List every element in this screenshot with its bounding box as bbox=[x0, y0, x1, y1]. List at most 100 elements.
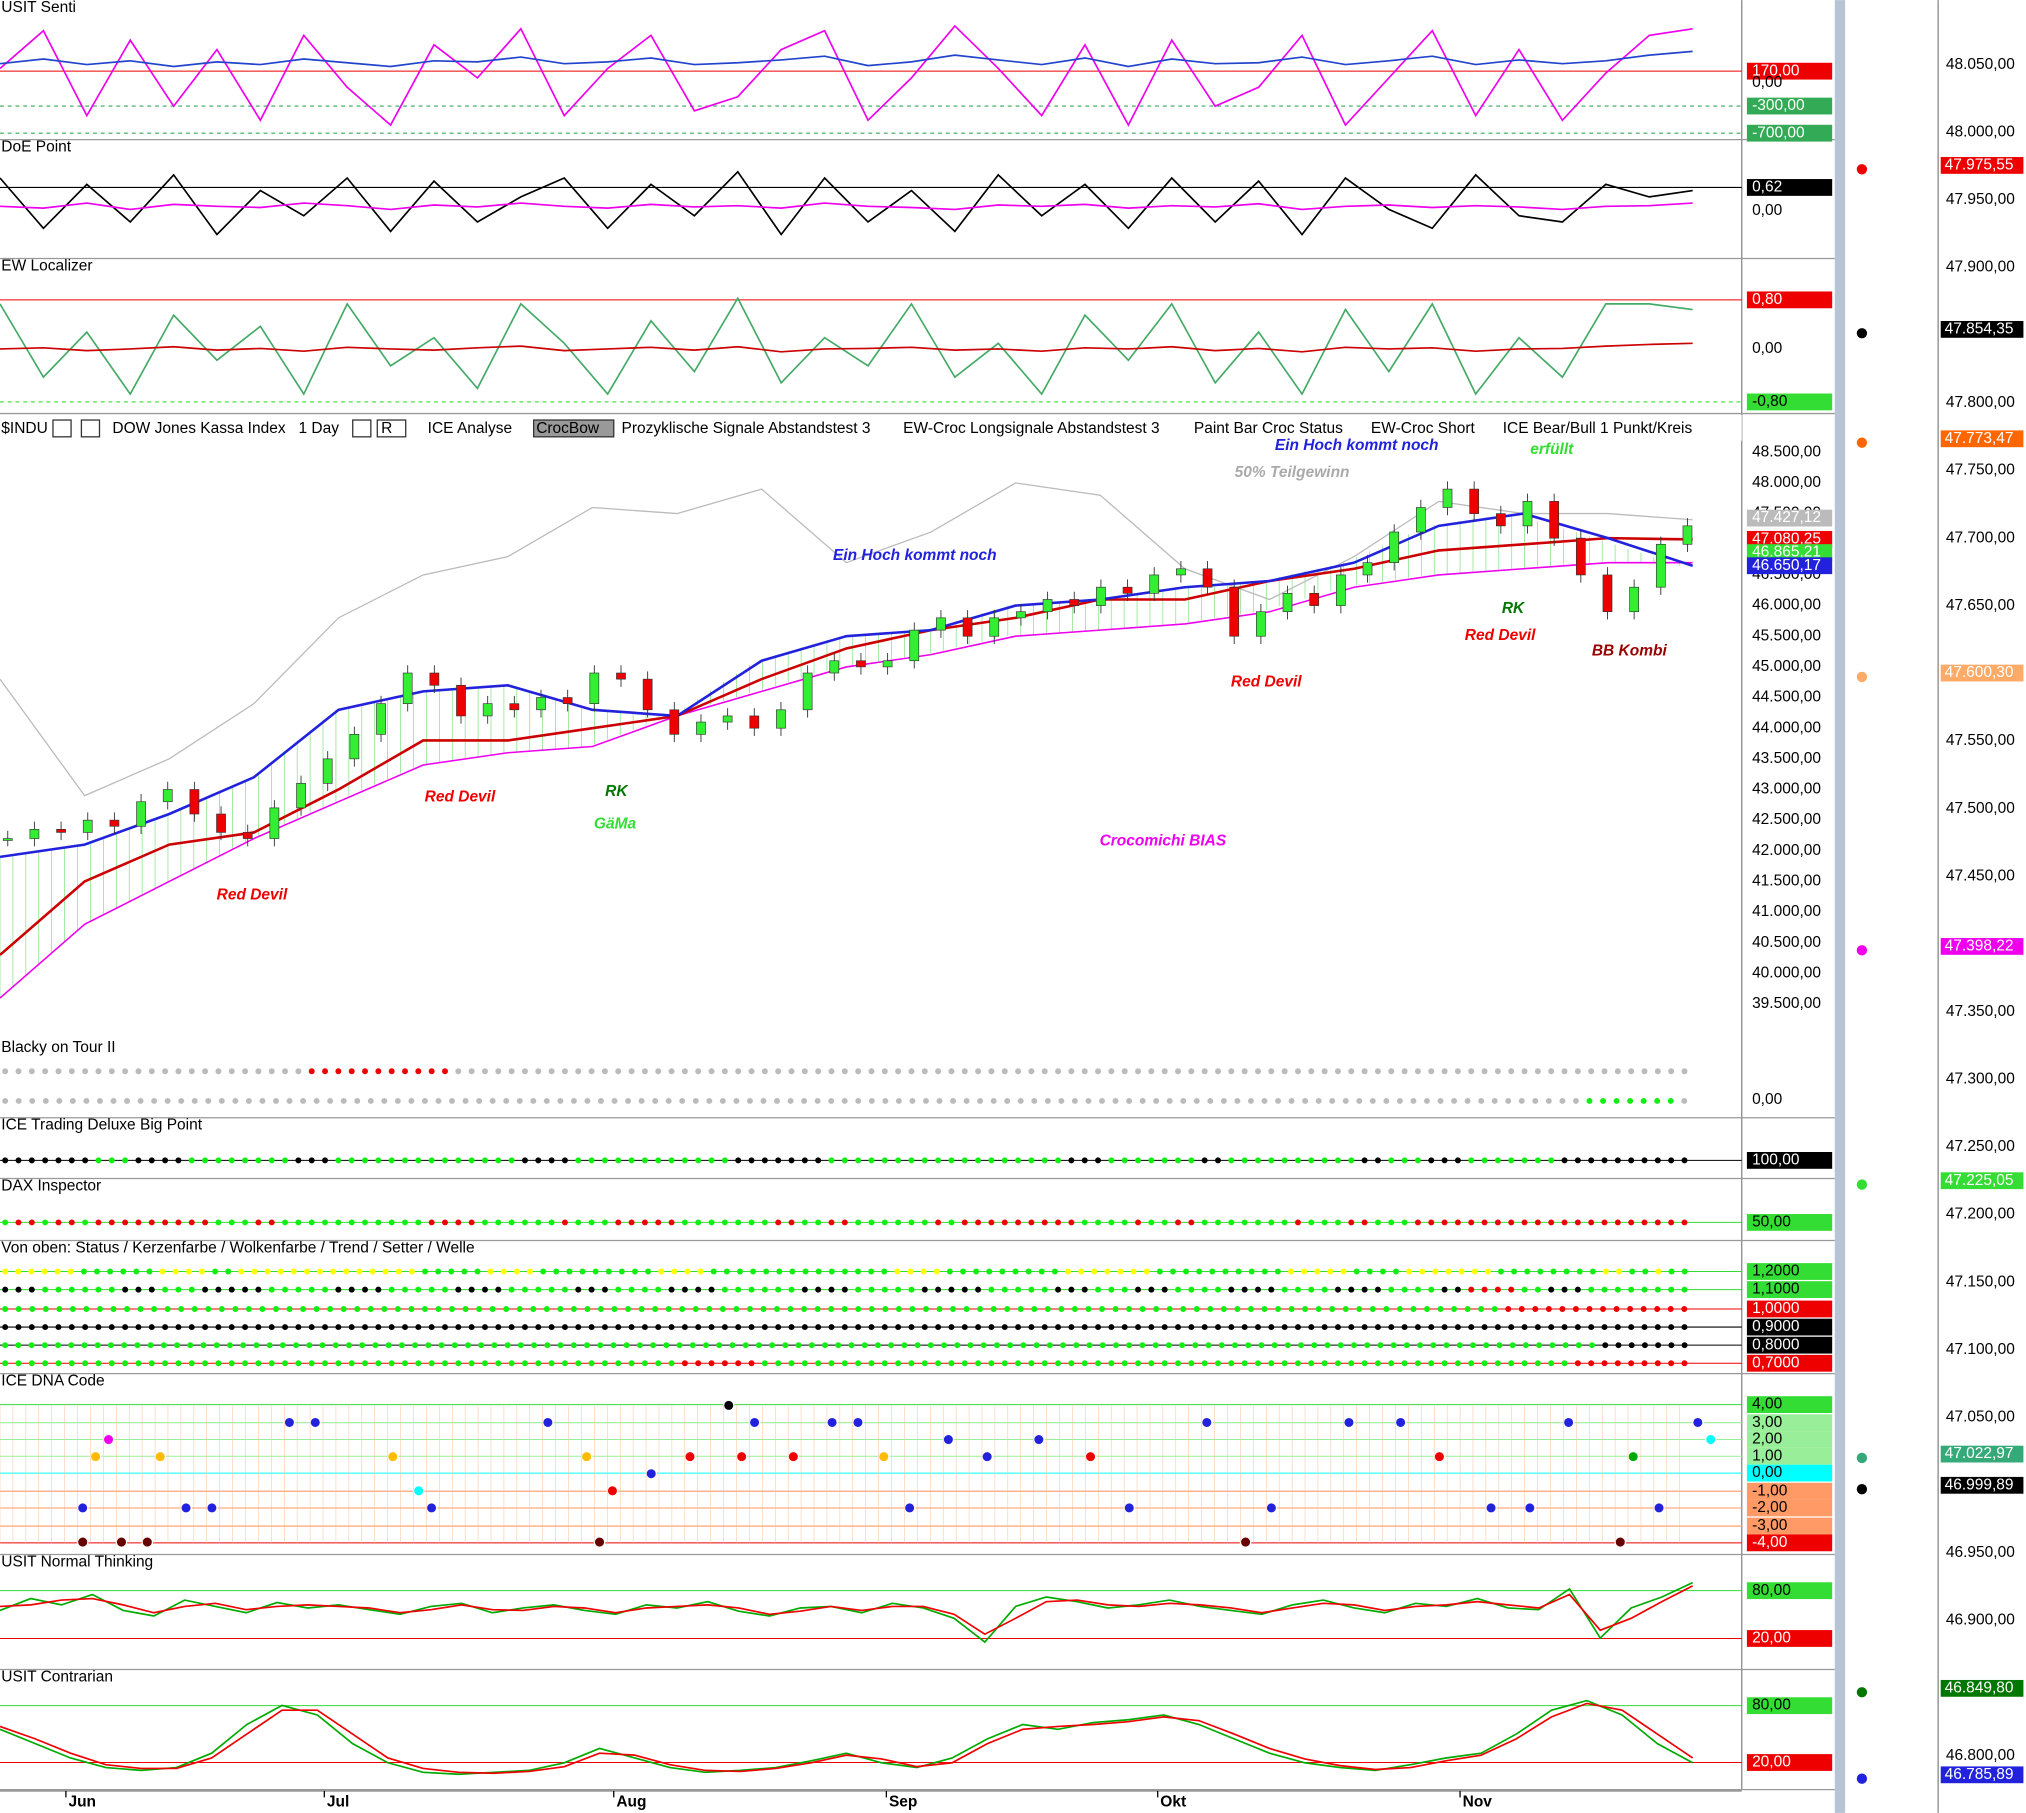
candle bbox=[402, 672, 413, 704]
signal-dot bbox=[435, 1268, 442, 1275]
signal-dot bbox=[1152, 1342, 1159, 1349]
signal-dot bbox=[775, 1360, 782, 1367]
signal-dot bbox=[908, 1324, 915, 1331]
signal-dot bbox=[535, 1286, 542, 1293]
signal-dot bbox=[228, 1068, 235, 1075]
signal-dot bbox=[1456, 1342, 1463, 1349]
signal-dot bbox=[1201, 1286, 1208, 1293]
dropdown[interactable] bbox=[376, 419, 407, 438]
signal-dot bbox=[476, 1306, 483, 1312]
signal-dot bbox=[455, 1219, 462, 1226]
dropdown[interactable] bbox=[52, 419, 72, 438]
signal-dot bbox=[1055, 1360, 1062, 1367]
signal-dot bbox=[561, 1157, 568, 1164]
signal-dot bbox=[202, 1219, 209, 1226]
signal-dot bbox=[135, 1360, 142, 1367]
signal-dot bbox=[1222, 1268, 1229, 1275]
dropdown[interactable] bbox=[80, 419, 101, 438]
signal-dot bbox=[474, 1268, 481, 1275]
signal-dot bbox=[1428, 1157, 1435, 1164]
signal-dot bbox=[188, 1068, 195, 1075]
signal-dot bbox=[1494, 1157, 1501, 1164]
signal-dot bbox=[348, 1157, 355, 1164]
signal-dot bbox=[761, 1360, 768, 1367]
signal-dot bbox=[1033, 1342, 1040, 1349]
signal-dot bbox=[503, 1097, 510, 1104]
signal-dot bbox=[1209, 1268, 1216, 1275]
signal-dot bbox=[841, 1157, 848, 1164]
dropdown[interactable] bbox=[352, 419, 372, 438]
signal-dot bbox=[354, 1097, 361, 1104]
signal-dot bbox=[82, 1157, 89, 1164]
value-badge bbox=[1746, 1396, 1833, 1413]
signal-dot bbox=[1148, 1219, 1155, 1226]
signal-dot bbox=[588, 1219, 595, 1226]
signal-dot bbox=[1681, 1097, 1688, 1104]
value-badge bbox=[1746, 1300, 1833, 1318]
signal-dot bbox=[1028, 1068, 1035, 1075]
signal-dot bbox=[815, 1324, 822, 1331]
annotation: erfüllt bbox=[1530, 441, 1574, 458]
signal-dot bbox=[1268, 1068, 1275, 1075]
price-tick: 42.500,00 bbox=[1752, 811, 1821, 828]
signal-dot bbox=[495, 1324, 502, 1331]
signal-dot bbox=[1169, 1268, 1176, 1275]
signal-dot bbox=[1437, 1306, 1444, 1312]
signal-dot bbox=[356, 1268, 363, 1275]
signal-dot bbox=[615, 1360, 622, 1367]
value-badge bbox=[1746, 62, 1833, 80]
signal-dot bbox=[135, 1219, 142, 1226]
status-dot bbox=[1856, 1179, 1868, 1190]
signal-dot bbox=[1561, 1360, 1568, 1367]
signal-dot bbox=[668, 1157, 675, 1164]
signal-dot bbox=[148, 1360, 155, 1367]
panel-title: Von oben: Status / Kerzenfarbe / Wolkenf… bbox=[1, 1239, 474, 1256]
signal-dot bbox=[1654, 1097, 1661, 1104]
signal-dot bbox=[668, 1219, 675, 1226]
signal-dot bbox=[185, 1268, 192, 1275]
signal-dot bbox=[1388, 1324, 1395, 1331]
signal-dot bbox=[1468, 1068, 1475, 1075]
signal-dot bbox=[1364, 1342, 1371, 1349]
dna-dot bbox=[1394, 1416, 1407, 1429]
signal-dot bbox=[1295, 1219, 1301, 1226]
signal-dot bbox=[1041, 1324, 1048, 1331]
signal-dot bbox=[282, 1157, 289, 1164]
signal-dot bbox=[967, 1342, 974, 1349]
toolbar-button[interactable] bbox=[532, 419, 615, 438]
signal-dot bbox=[1601, 1157, 1608, 1164]
candle bbox=[1229, 586, 1240, 637]
signal-dot bbox=[935, 1157, 942, 1164]
value-badge bbox=[1746, 1630, 1833, 1647]
signal-dot bbox=[415, 1324, 422, 1331]
signal-dot bbox=[42, 1068, 49, 1075]
signal-dot bbox=[828, 1286, 835, 1293]
signal-dot bbox=[841, 1097, 848, 1104]
signal-dot bbox=[815, 1157, 822, 1164]
signal-dot bbox=[1505, 1306, 1512, 1312]
signal-dot bbox=[788, 1068, 795, 1075]
signal-dot bbox=[1028, 1219, 1035, 1226]
toolbar-text: CrocBow bbox=[536, 420, 600, 437]
signal-dot bbox=[1148, 1157, 1155, 1164]
signal-dot bbox=[521, 1286, 528, 1293]
candle bbox=[1495, 513, 1506, 527]
signal-dot bbox=[561, 1360, 568, 1367]
right-tick: 47.300,00 bbox=[1946, 1070, 2015, 1087]
signal-dot bbox=[394, 1306, 401, 1312]
price-badge bbox=[1746, 557, 1833, 575]
signal-dot bbox=[1025, 1268, 1032, 1275]
candle bbox=[1042, 599, 1053, 613]
signal-dot bbox=[1562, 1342, 1569, 1349]
signal-dot bbox=[162, 1324, 169, 1331]
signal-dot bbox=[286, 1306, 293, 1312]
signal-dot bbox=[1588, 1157, 1595, 1164]
signal-dot bbox=[1015, 1324, 1022, 1331]
signal-dot bbox=[124, 1306, 131, 1312]
signal-dot bbox=[1295, 1157, 1301, 1164]
signal-dot bbox=[300, 1306, 307, 1312]
signal-dot bbox=[641, 1068, 648, 1075]
signal-dot bbox=[1454, 1157, 1461, 1164]
signal-dot bbox=[895, 1157, 902, 1164]
